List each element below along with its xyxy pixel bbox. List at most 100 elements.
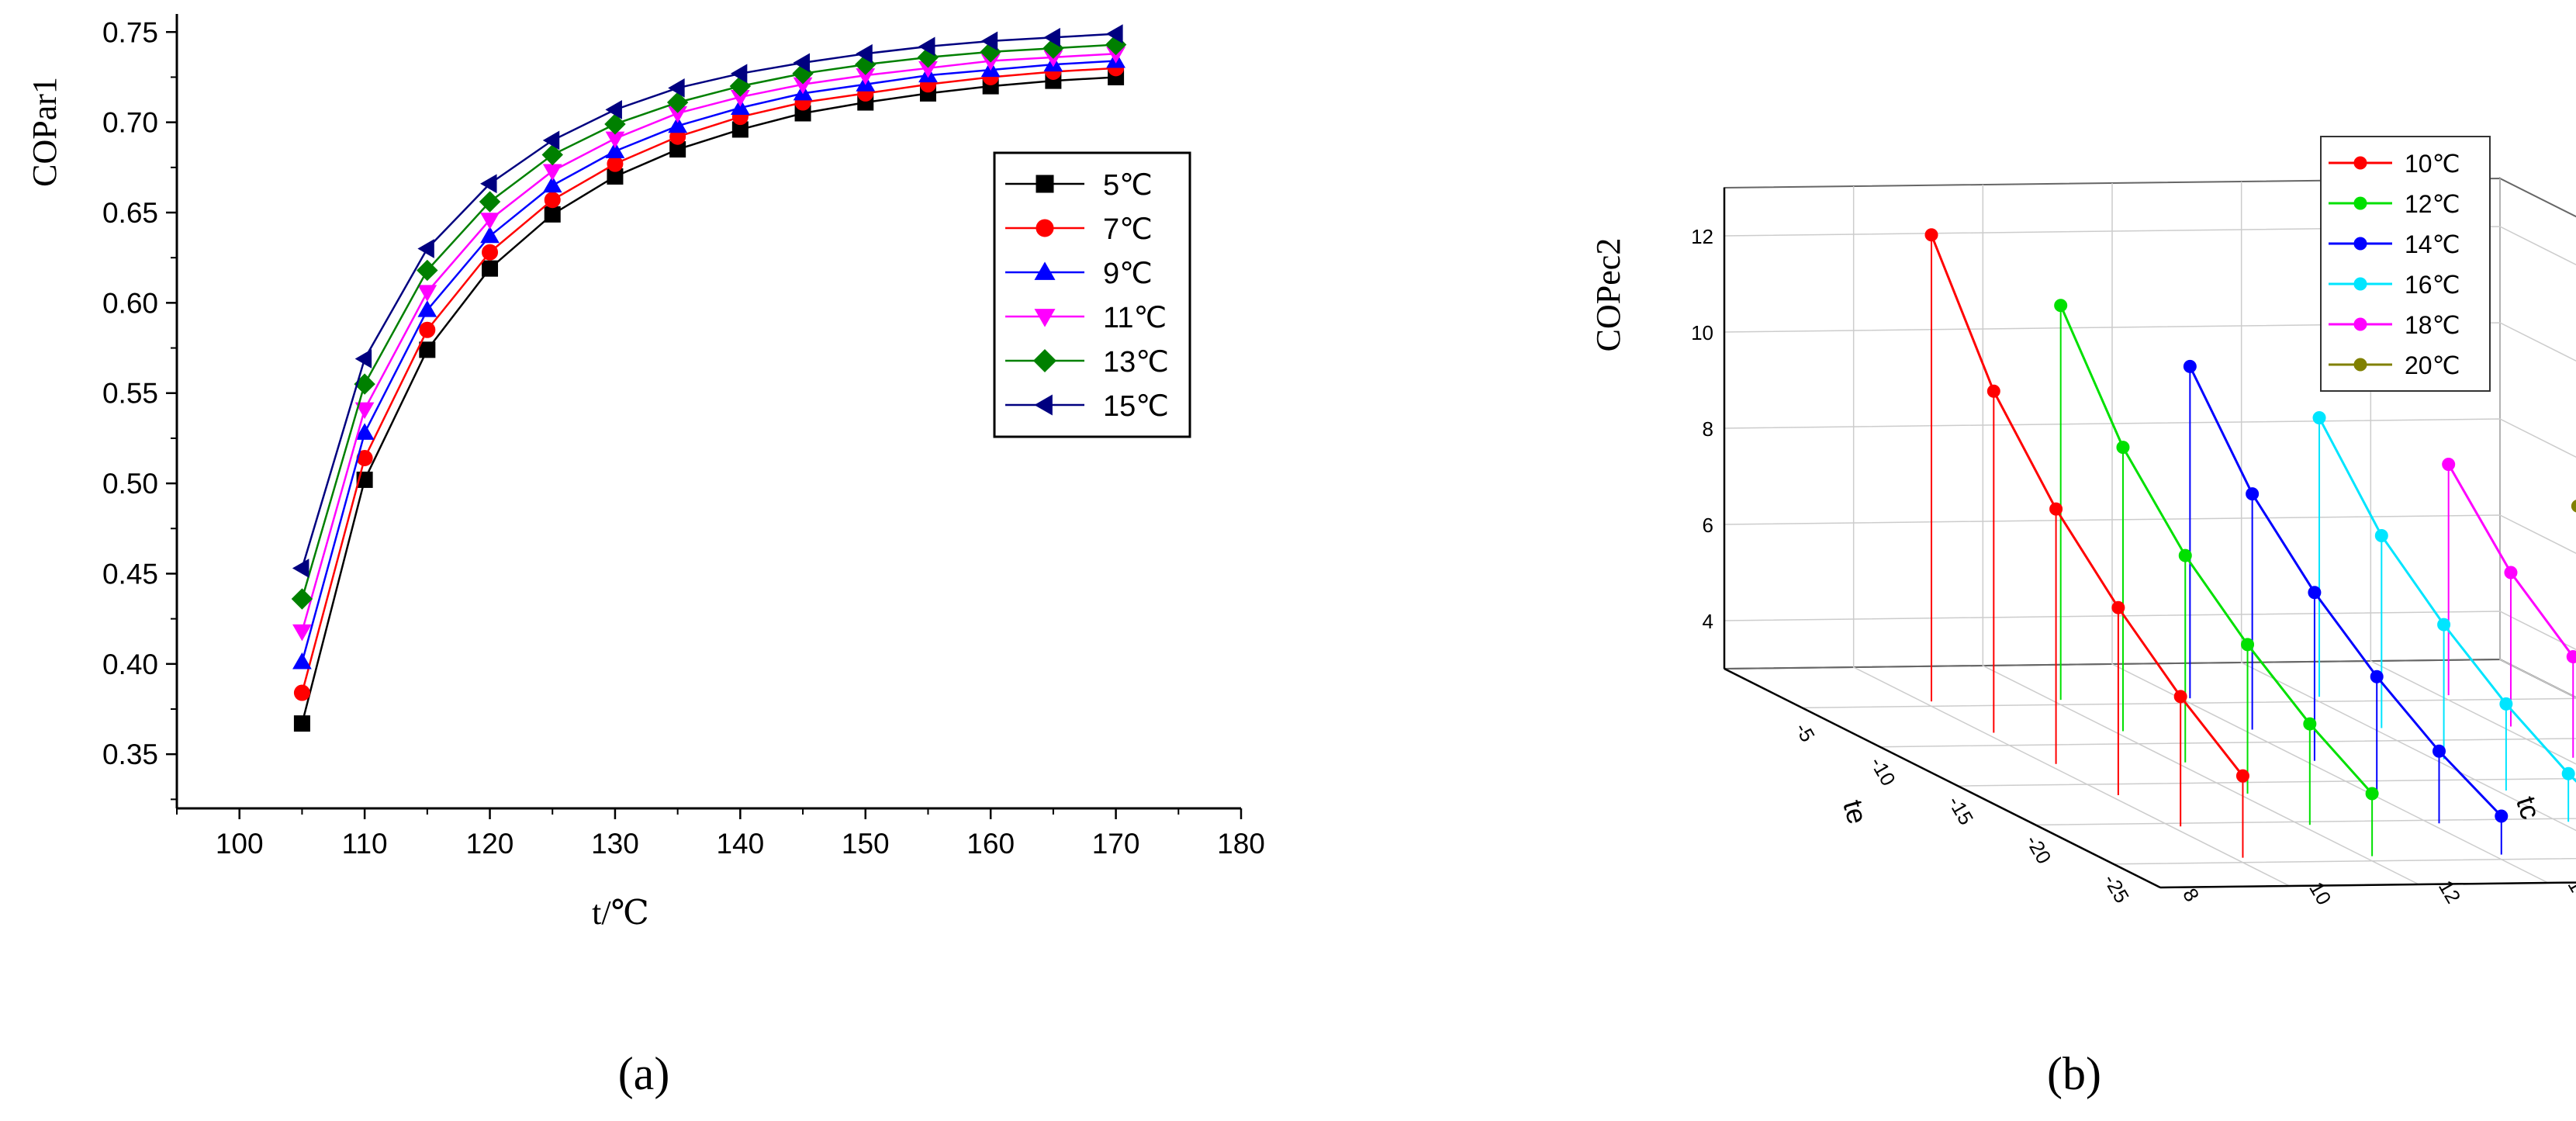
data-point bbox=[293, 684, 310, 701]
legend-marker bbox=[2353, 358, 2367, 372]
series-line bbox=[301, 76, 1116, 724]
data-point bbox=[417, 300, 437, 317]
data-point bbox=[293, 715, 310, 732]
tc-tick-label: 12 bbox=[2434, 876, 2465, 907]
data-point bbox=[2246, 487, 2260, 501]
tc-tick-label: 14 bbox=[2564, 874, 2576, 905]
legend-marker bbox=[2353, 277, 2367, 291]
series-16℃ bbox=[2312, 411, 2576, 822]
legend-label: 12℃ bbox=[2405, 190, 2460, 218]
data-point bbox=[542, 175, 562, 193]
legend-box bbox=[993, 151, 1191, 438]
legend-label: 18℃ bbox=[2405, 311, 2460, 339]
data-point bbox=[417, 239, 434, 258]
z-tick-label: 10 bbox=[1691, 321, 1713, 344]
chart-b-legend: 10℃ 12℃ 14℃ 16℃ 18℃ 20℃ bbox=[2320, 136, 2491, 392]
chart-a-x-axis-label: t/℃ bbox=[592, 894, 649, 932]
z-tick-label: 12 bbox=[1691, 225, 1713, 248]
data-point bbox=[2183, 359, 2197, 373]
chart-a-axes: 0.35 0.40 0.45 0.50 0.55 0.60 0.65 0.70 0.75 100 1… bbox=[102, 14, 1265, 860]
data-point bbox=[2312, 411, 2326, 425]
series-line bbox=[301, 52, 1116, 632]
legend-marker bbox=[1034, 261, 1056, 280]
data-point bbox=[2235, 769, 2249, 783]
data-point bbox=[419, 321, 436, 338]
y-tick-label: 0.70 bbox=[102, 107, 158, 139]
chart-a-y-axis-label: COPar1 bbox=[26, 77, 64, 187]
series-line bbox=[301, 43, 1116, 600]
series-12℃ bbox=[2054, 299, 2379, 856]
y-tick-label: 0.75 bbox=[102, 16, 158, 48]
x-tick-label: 140 bbox=[716, 828, 764, 860]
chart-b-series bbox=[1924, 228, 2576, 858]
x-tick-label: 160 bbox=[966, 828, 1015, 860]
data-point bbox=[668, 116, 688, 133]
x-tick-label: 180 bbox=[1217, 828, 1265, 860]
x-tick-label: 170 bbox=[1092, 828, 1140, 860]
data-point bbox=[417, 285, 437, 302]
legend-label: 11℃ bbox=[1103, 302, 1167, 334]
series-line bbox=[301, 60, 1116, 663]
data-point bbox=[292, 624, 312, 642]
panel-label-a: (a) bbox=[618, 1048, 670, 1099]
series-13℃ bbox=[291, 33, 1127, 610]
legend-label: 10℃ bbox=[2405, 150, 2460, 178]
series-14℃ bbox=[2183, 359, 2509, 855]
data-point bbox=[2173, 690, 2187, 704]
data-point bbox=[1043, 27, 1060, 47]
series-line bbox=[2447, 463, 2576, 662]
data-point bbox=[482, 260, 499, 277]
data-point bbox=[354, 402, 375, 420]
data-point bbox=[1986, 384, 2000, 398]
tc-grid-line bbox=[2240, 182, 2576, 832]
chart-b-z-axis-label: COPec2 bbox=[1589, 238, 1627, 352]
x-tick-label: 150 bbox=[842, 828, 890, 860]
data-point bbox=[2437, 618, 2451, 631]
data-point bbox=[2111, 600, 2125, 614]
y-tick-label: 0.55 bbox=[102, 378, 158, 410]
data-point bbox=[605, 99, 622, 119]
data-point bbox=[354, 349, 372, 368]
legend-label: 14℃ bbox=[2405, 230, 2460, 258]
data-point bbox=[2303, 717, 2317, 731]
data-point bbox=[856, 43, 873, 64]
series-18℃ bbox=[2442, 458, 2576, 758]
legend-label: 7℃ bbox=[1103, 213, 1153, 246]
y-tick-label: 0.35 bbox=[102, 739, 158, 770]
legend-marker bbox=[2353, 317, 2367, 331]
legend-marker bbox=[2353, 237, 2367, 251]
chart-b-x-axis-label: te bbox=[1837, 796, 1874, 827]
y-tick-label: 0.40 bbox=[102, 649, 158, 680]
y-tick-label: 0.60 bbox=[102, 287, 158, 319]
data-point bbox=[793, 53, 811, 73]
z-tick-label: 6 bbox=[1703, 514, 1713, 537]
series-line bbox=[2059, 305, 2374, 794]
series-line bbox=[301, 33, 1116, 569]
te-tick-label: -10 bbox=[1865, 753, 1900, 790]
data-point bbox=[605, 141, 625, 158]
legend-label: 13℃ bbox=[1103, 346, 1169, 379]
data-point bbox=[292, 652, 312, 669]
data-point bbox=[480, 174, 497, 194]
legend-marker bbox=[1034, 394, 1053, 416]
panel-label-b: (b) bbox=[2047, 1048, 2101, 1099]
data-point bbox=[542, 164, 562, 181]
data-point bbox=[419, 341, 436, 358]
data-point bbox=[354, 423, 375, 440]
data-point bbox=[2116, 441, 2130, 455]
tc-tick-label: 10 bbox=[2305, 877, 2336, 908]
y-tick-label: 0.45 bbox=[102, 558, 158, 590]
data-point bbox=[604, 113, 626, 135]
z-tick-label: 4 bbox=[1703, 610, 1713, 633]
data-point bbox=[480, 226, 500, 244]
data-point bbox=[1106, 24, 1123, 43]
tc-grid-line bbox=[1982, 185, 2419, 885]
legend-marker bbox=[2353, 156, 2367, 170]
data-point bbox=[544, 192, 561, 209]
te-tick-label: -20 bbox=[2021, 831, 2056, 868]
data-point bbox=[2433, 744, 2446, 758]
data-point bbox=[2054, 299, 2068, 313]
data-point bbox=[2178, 548, 2192, 562]
